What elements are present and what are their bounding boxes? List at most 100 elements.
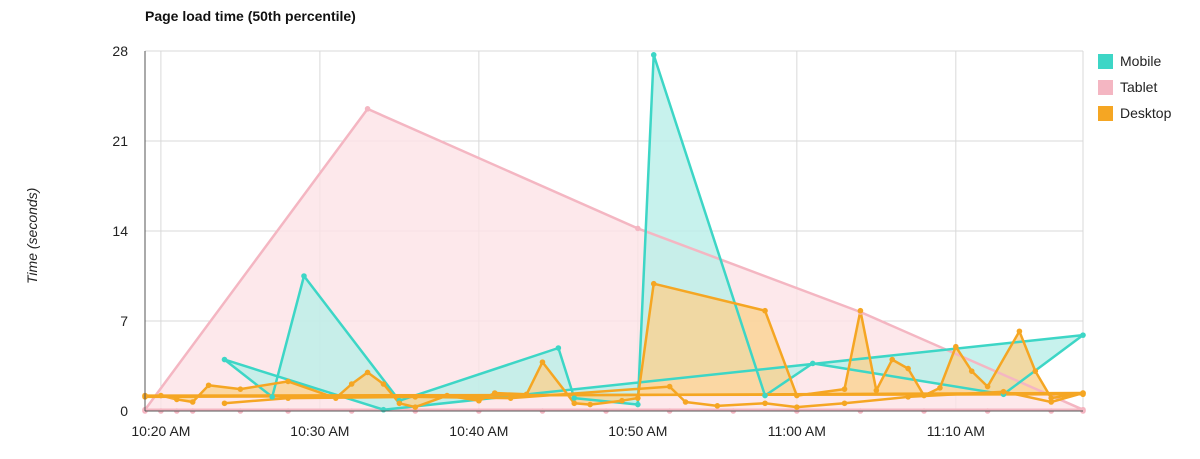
x-tick-label: 10:40 AM [449,423,508,439]
point-desktop[interactable] [889,356,896,363]
point-desktop[interactable] [905,365,911,372]
legend-swatch-mobile [1098,53,1113,69]
point-desktop[interactable] [666,383,673,390]
legend: Mobile Tablet Desktop [1098,48,1171,126]
point-desktop[interactable] [173,396,180,403]
point-desktop[interactable] [380,381,387,387]
point-desktop[interactable] [348,381,355,387]
line-desktop-extra [144,393,1084,397]
point-desktop[interactable] [158,392,164,399]
series-points [142,52,1086,414]
point-desktop[interactable] [1080,390,1086,396]
line-mobile [223,53,1085,411]
y-tick-label: 21 [112,133,128,149]
point-desktop[interactable] [285,378,291,385]
point-desktop[interactable] [364,369,371,376]
point-desktop[interactable] [762,400,768,407]
point-desktop[interactable] [714,403,721,409]
point-desktop[interactable] [285,395,291,401]
point-desktop[interactable] [476,397,482,404]
point-desktop[interactable] [1048,395,1055,401]
point-desktop[interactable] [762,307,768,314]
legend-label-desktop: Desktop [1120,105,1172,121]
series-lines [143,53,1085,411]
point-desktop[interactable] [205,382,212,389]
legend-item-tablet[interactable]: Tablet [1098,74,1171,100]
point-desktop[interactable] [571,400,578,407]
line-desktop-extra [224,385,1084,409]
point-desktop[interactable] [444,392,450,399]
point-tablet[interactable] [1080,406,1086,413]
point-mobile[interactable] [269,394,275,400]
point-desktop[interactable] [1000,388,1007,395]
point-desktop[interactable] [682,399,689,405]
point-desktop[interactable] [968,368,975,374]
line-desktop [143,282,1085,409]
point-desktop[interactable] [841,386,848,392]
point-desktop[interactable] [794,392,800,399]
area-desktop [145,283,1083,408]
y-tick-label: 7 [120,313,128,329]
y-tick-label: 0 [120,403,128,419]
point-mobile[interactable] [301,273,307,279]
legend-item-desktop[interactable]: Desktop [1098,100,1171,126]
point-desktop[interactable] [221,400,228,407]
point-desktop[interactable] [921,392,927,399]
point-desktop[interactable] [650,280,657,287]
point-mobile[interactable] [762,392,768,399]
area-mobile [224,54,1083,410]
point-desktop[interactable] [332,395,339,401]
point-desktop[interactable] [984,383,991,390]
point-desktop[interactable] [635,395,641,401]
chart-title: Page load time (50th percentile) [145,8,356,24]
y-tick-label: 14 [112,223,128,239]
point-mobile[interactable] [555,345,562,351]
x-tick-label: 11:10 AM [927,423,985,439]
point-desktop[interactable] [523,391,530,398]
x-tick-label: 10:20 AM [131,423,190,439]
point-desktop[interactable] [396,400,403,407]
y-tick-label: 28 [112,43,128,59]
point-desktop[interactable] [587,401,593,408]
axes: 0 7 14 21 28 10:20 AM 10:30 AM 10:40 AM 10:50 AM… [112,43,1083,439]
point-mobile[interactable] [380,406,387,413]
point-desktop[interactable] [1016,328,1023,335]
series-areas [145,54,1083,410]
point-desktop[interactable] [794,404,800,410]
point-desktop[interactable] [189,399,196,405]
point-tablet[interactable] [635,225,641,232]
point-desktop[interactable] [412,404,419,410]
point-desktop[interactable] [873,387,880,394]
point-mobile[interactable] [221,356,228,363]
line-tablet [143,107,1085,411]
point-desktop[interactable] [1032,368,1039,374]
point-tablet[interactable] [364,106,371,112]
point-desktop[interactable] [237,386,244,392]
point-mobile[interactable] [650,52,657,58]
x-tick-label: 10:50 AM [608,423,667,439]
point-desktop[interactable] [412,394,419,400]
point-mobile[interactable] [1080,332,1086,338]
legend-label-mobile: Mobile [1120,53,1162,69]
point-desktop[interactable] [539,359,546,365]
point-desktop[interactable] [953,343,959,350]
point-desktop[interactable] [619,397,625,404]
point-desktop[interactable] [905,394,911,400]
point-mobile[interactable] [809,360,816,367]
area-tablet [145,108,1083,410]
x-tick-label: 11:00 AM [768,423,826,439]
point-mobile[interactable] [571,395,578,401]
point-desktop[interactable] [491,390,498,396]
point-desktop[interactable] [937,385,943,391]
point-desktop[interactable] [841,400,848,407]
legend-item-mobile[interactable]: Mobile [1098,48,1171,74]
point-desktop[interactable] [857,307,864,314]
legend-swatch-tablet [1098,79,1113,95]
legend-swatch-desktop [1098,105,1113,121]
point-mobile[interactable] [635,401,641,408]
legend-label-tablet: Tablet [1120,79,1158,95]
point-desktop[interactable] [507,395,514,401]
x-tick-label: 10:30 AM [290,423,349,439]
point-desktop[interactable] [1048,399,1055,405]
